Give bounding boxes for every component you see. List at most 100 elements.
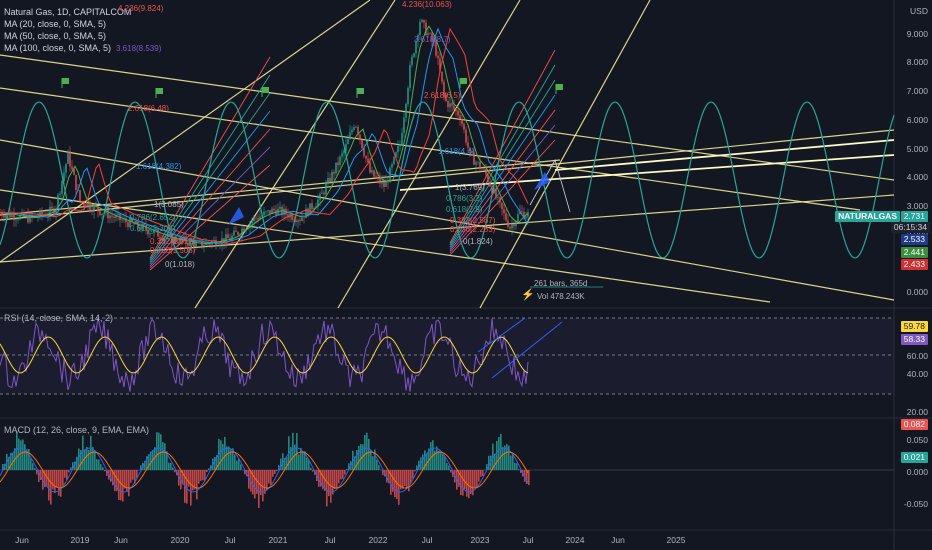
- volume-label: Vol 478.243K: [537, 292, 585, 301]
- candle-body: [299, 220, 301, 221]
- ma50-legend[interactable]: MA (50, close, 0, SMA, 5): [4, 31, 107, 41]
- macd-hist-bar: [452, 470, 454, 477]
- macd-hist-bar: [200, 470, 202, 481]
- fib-label: 3.618(8.539): [116, 44, 162, 53]
- ma50-line: [0, 27, 529, 244]
- time-tick-label: Jul: [224, 535, 236, 545]
- candle-body: [395, 152, 397, 157]
- candle-body: [375, 176, 377, 178]
- macd-hist-bar: [298, 454, 300, 470]
- flag-icon: [156, 88, 163, 94]
- candle-body: [505, 213, 507, 221]
- candle-body: [175, 236, 177, 242]
- ma100-legend[interactable]: MA (100, close, 0, SMA, 5): [4, 43, 112, 53]
- rsi-trendline: [477, 317, 526, 353]
- fib-label: 0.786(2.652): [130, 213, 176, 222]
- candle-body: [41, 210, 43, 215]
- macd-hist-bar: [240, 464, 242, 470]
- macd-hist-bar: [256, 470, 258, 494]
- candle-body: [171, 233, 173, 244]
- time-tick-label: Jun: [15, 535, 29, 545]
- macd-hist-bar: [10, 452, 12, 470]
- candle-body: [17, 219, 19, 220]
- lightning-icon: ⚡: [521, 289, 535, 301]
- rsi-sma-tag: 59.78: [900, 321, 928, 332]
- trend-line: [0, 129, 895, 221]
- candle-body: [331, 171, 333, 183]
- macd-hist-bar: [458, 470, 460, 487]
- candle-body: [191, 239, 193, 242]
- candle-body: [317, 199, 319, 207]
- macd-hist-bar: [498, 437, 500, 470]
- candle-body: [527, 212, 529, 217]
- macd-hist-bar: [140, 465, 142, 470]
- fib-label: 0.382(2.567): [450, 216, 496, 225]
- candle-body: [525, 216, 527, 219]
- candle-body: [403, 117, 405, 133]
- fib-label: 0.618(2.304): [130, 224, 176, 233]
- candle-body: [319, 193, 321, 200]
- macd-hist-bar: [306, 457, 308, 470]
- macd-hist-bar: [464, 470, 466, 489]
- candle-body: [377, 176, 379, 178]
- candle-body: [133, 222, 135, 225]
- candle-body: [517, 213, 519, 221]
- ma20-legend[interactable]: MA (20, close, 0, SMA, 5): [4, 19, 107, 29]
- macd-hist-bar: [148, 454, 150, 470]
- trend-line: [479, 0, 651, 309]
- macd-hist-bar: [236, 460, 238, 470]
- candle-body: [313, 208, 315, 210]
- trend-line: [0, 0, 371, 263]
- candle-body: [61, 180, 63, 194]
- candle-body: [459, 115, 461, 120]
- rsi-level-20: 20.00: [906, 407, 928, 417]
- macd-hist-bar: [444, 456, 446, 470]
- macd-hist-bar: [294, 444, 296, 470]
- candle-body: [483, 168, 485, 170]
- macd-hist-bar: [520, 470, 522, 474]
- candle-body: [253, 217, 255, 222]
- candle-body: [427, 33, 429, 36]
- symbol-title[interactable]: Natural Gas, 1D, CAPITALCOM: [4, 7, 132, 17]
- macd-hist-bar: [352, 450, 354, 470]
- macd-level-zero: 0.000: [906, 467, 928, 477]
- time-tick-label: Jul: [522, 535, 534, 545]
- candle-body: [131, 218, 133, 223]
- candle-body: [67, 151, 69, 164]
- macd-signal-line: [0, 451, 529, 489]
- macd-hist-bar: [476, 470, 478, 489]
- macd-hist-bar: [304, 451, 306, 470]
- macd-hist-bar: [312, 470, 314, 472]
- macd-hist-bar: [38, 470, 40, 482]
- macd-hist-bar: [492, 443, 494, 470]
- macd-title[interactable]: MACD (12, 26, close, 9, EMA, EMA): [4, 425, 150, 435]
- macd-hist-bar: [170, 463, 172, 470]
- macd-hist-bar: [258, 470, 260, 509]
- candle-body: [519, 211, 521, 214]
- candle-body: [87, 203, 89, 208]
- macd-hist-bar: [392, 470, 394, 492]
- macd-hist-bar: [406, 470, 408, 489]
- rsi-title[interactable]: RSI (14, close, SMA, 14, 2): [4, 313, 114, 323]
- fib-fan-line: [449, 64, 556, 246]
- candle-body: [369, 162, 371, 173]
- macd-hist-bar: [450, 470, 452, 473]
- macd-hist-bar: [340, 470, 342, 480]
- candle-body: [107, 209, 109, 219]
- candle-body: [387, 181, 389, 183]
- macd-signal-tag: 0.021: [900, 452, 928, 463]
- macd-hist-bar: [416, 465, 418, 470]
- candle-body: [149, 233, 151, 235]
- macd-hist-bar: [508, 445, 510, 470]
- macd-hist-bar: [390, 470, 392, 495]
- macd-hist-bar: [58, 470, 60, 496]
- candle-body: [79, 190, 81, 202]
- macd-hist-bar: [26, 449, 28, 470]
- candle-body: [461, 119, 463, 125]
- macd-hist-bar: [130, 470, 132, 483]
- candle-body: [493, 188, 495, 194]
- candle-body: [3, 215, 5, 218]
- macd-hist-bar: [308, 460, 310, 470]
